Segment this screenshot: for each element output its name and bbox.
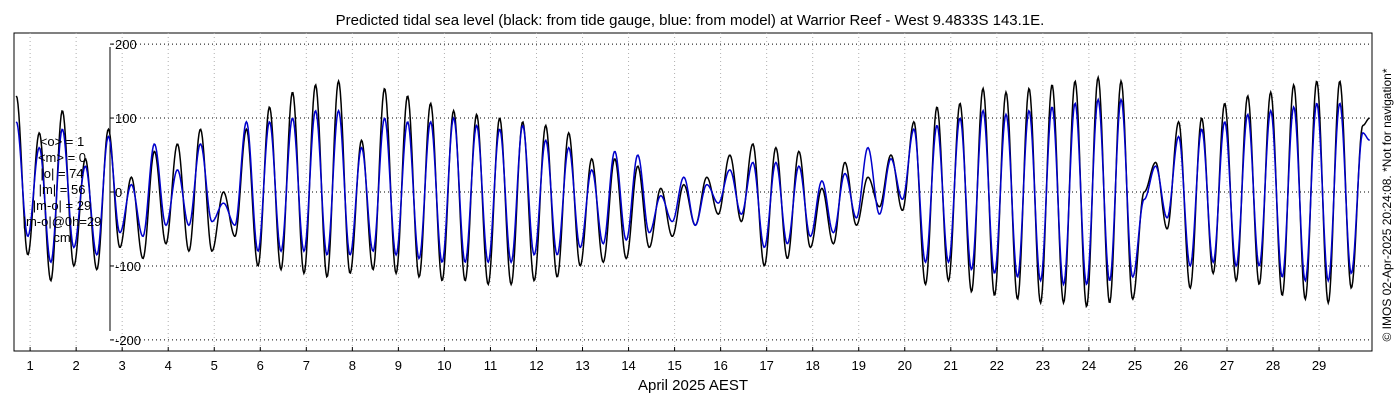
x-tick-label: 23 <box>1036 358 1050 373</box>
x-tick-label: 10 <box>437 358 451 373</box>
x-tick-label: 28 <box>1266 358 1280 373</box>
y-axis-ticks: 200 100 0 -100 -200 <box>110 37 141 348</box>
x-tick-label: 13 <box>575 358 589 373</box>
x-tick-label: 26 <box>1174 358 1188 373</box>
x-axis-ticks: 1 2 3 4 5 6 7 8 9 10 11 12 13 14 15 16 17 18 19 20 21 22 23 24 2… <box>26 347 1326 373</box>
x-tick-label: 14 <box>621 358 635 373</box>
x-tick-label: 2 <box>73 358 80 373</box>
y-tick-label: 200 <box>115 37 137 52</box>
x-tick-label: 25 <box>1128 358 1142 373</box>
x-tick-label: 16 <box>713 358 727 373</box>
y-tick-label: -100 <box>115 259 141 274</box>
x-tick-label: 3 <box>119 358 126 373</box>
x-tick-label: 22 <box>990 358 1004 373</box>
stats-line: cm <box>53 230 70 245</box>
series-lines <box>15 74 1370 309</box>
x-tick-label: 1 <box>26 358 33 373</box>
x-tick-label: 8 <box>349 358 356 373</box>
series-line-model <box>15 97 1370 287</box>
x-tick-label: 20 <box>898 358 912 373</box>
x-tick-label: 6 <box>257 358 264 373</box>
x-tick-label: 27 <box>1220 358 1234 373</box>
x-tick-label: 9 <box>395 358 402 373</box>
x-tick-label: 17 <box>759 358 773 373</box>
chart-title: Predicted tidal sea level (black: from t… <box>336 12 1045 29</box>
stats-line: <o> = 1 <box>40 134 84 149</box>
x-tick-label: 29 <box>1312 358 1326 373</box>
x-tick-label: 15 <box>667 358 681 373</box>
x-tick-label: 4 <box>165 358 172 373</box>
x-tick-label: 5 <box>211 358 218 373</box>
x-tick-label: 11 <box>484 358 498 373</box>
x-tick-label: 7 <box>303 358 310 373</box>
y-tick-label: -200 <box>115 333 141 348</box>
x-axis-label: April 2025 AEST <box>638 377 748 394</box>
credit-text: © IMOS 02-Apr-2025 20:24:08. *Not for na… <box>1380 68 1394 341</box>
stats-block: <o> = 1 <m> = 0 |o| = 74 |m| = 56 |m-o| … <box>23 134 102 245</box>
y-tick-label: 0 <box>115 185 122 200</box>
x-tick-label: 24 <box>1082 358 1096 373</box>
stats-line: |m-o|@0h=29 <box>23 214 102 229</box>
x-tick-label: 21 <box>944 358 958 373</box>
grid-lines <box>29 33 1372 351</box>
stats-line: <m> = 0 <box>38 150 86 165</box>
x-tick-label: 12 <box>529 358 543 373</box>
stats-line: |m-o| = 29 <box>33 198 91 213</box>
stats-line: |o| = 74 <box>40 166 83 181</box>
y-tick-label: 100 <box>115 111 137 126</box>
x-tick-label: 19 <box>851 358 865 373</box>
stats-line: |m| = 56 <box>39 182 86 197</box>
x-tick-label: 18 <box>805 358 819 373</box>
